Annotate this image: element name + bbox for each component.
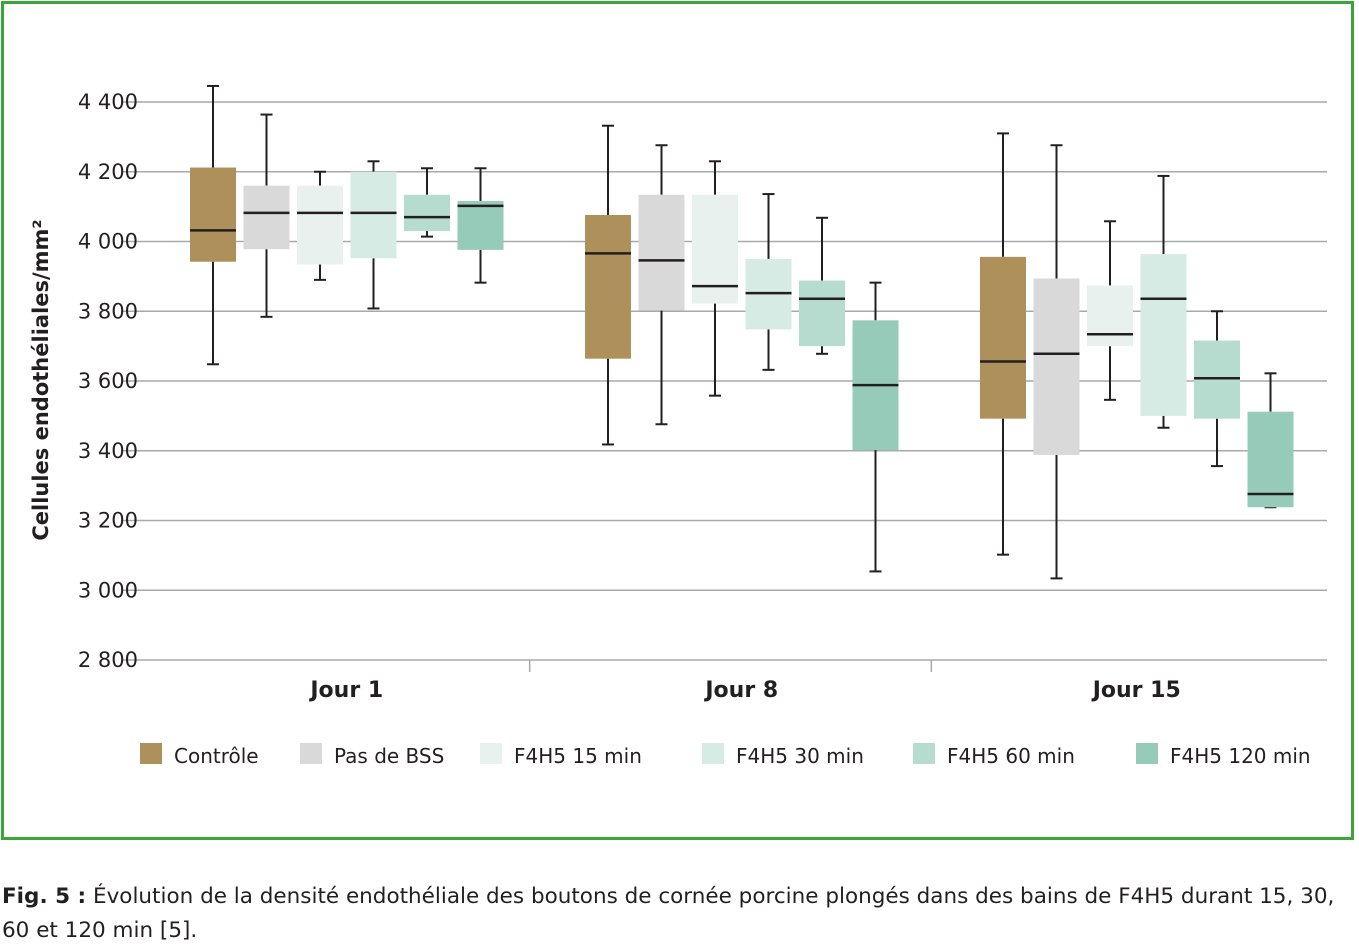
box-iqr bbox=[350, 171, 397, 259]
legend-label: F4H5 15 min bbox=[514, 744, 642, 768]
box-iqr bbox=[297, 185, 343, 265]
box-f4h5-120-min bbox=[1247, 372, 1294, 509]
legend-swatch bbox=[1136, 743, 1158, 764]
y-tick-label: 3 000 bbox=[78, 578, 138, 602]
box-f4h5-15-min bbox=[297, 170, 343, 281]
x-axis: Jour 1 Jour 8 Jour 15 bbox=[308, 660, 1181, 703]
box-f4h5-30-min bbox=[745, 193, 792, 371]
box-iqr bbox=[1194, 340, 1240, 419]
legend-label: F4H5 60 min bbox=[947, 744, 1075, 768]
legend-swatch bbox=[300, 743, 322, 764]
legend-label: Contrôle bbox=[174, 744, 259, 768]
legend-label: Pas de BSS bbox=[334, 744, 444, 768]
legend: Contrôle Pas de BSS F4H5 15 min F4H5 30 min… bbox=[140, 743, 1311, 768]
box-f4h5-60-min bbox=[404, 167, 450, 238]
box-f4h5-60-min bbox=[1194, 310, 1240, 468]
box-iqr bbox=[404, 194, 450, 232]
y-tick-label: 4 000 bbox=[78, 230, 138, 254]
box-iqr bbox=[1087, 285, 1133, 347]
y-tick-label: 3 600 bbox=[78, 369, 138, 393]
figure-frame bbox=[1, 1, 1354, 840]
box-f4h5-60-min bbox=[799, 216, 845, 355]
box-iqr bbox=[190, 167, 236, 262]
box-iqr bbox=[457, 201, 504, 250]
y-axis-ticks: 2 800 3 000 3 200 3 400 3 600 3 800 4 000 4 200… bbox=[78, 90, 138, 672]
box-pas-de-bss bbox=[638, 144, 685, 426]
box-iqr bbox=[1247, 411, 1294, 508]
box-f4h5-15-min bbox=[1087, 220, 1133, 401]
box-f4h5-120-min bbox=[852, 281, 899, 573]
legend-label: F4H5 30 min bbox=[736, 744, 864, 768]
box-iqr bbox=[1033, 278, 1080, 455]
box-contrôle bbox=[190, 84, 236, 366]
legend-swatch bbox=[913, 743, 935, 764]
box-iqr bbox=[243, 185, 290, 250]
box-f4h5-120-min bbox=[457, 167, 504, 284]
x-category-label: Jour 1 bbox=[308, 678, 383, 703]
box-contrôle bbox=[585, 124, 631, 446]
caption-label: Fig. 5 : bbox=[2, 884, 87, 909]
caption-text: Évolution de la densité endothéliale des… bbox=[2, 884, 1335, 943]
box-iqr bbox=[1140, 254, 1187, 416]
box-f4h5-30-min bbox=[1140, 174, 1187, 429]
y-axis-label: Cellules endothéliales/mm² bbox=[29, 219, 53, 540]
legend-label: F4H5 120 min bbox=[1170, 744, 1311, 768]
legend-swatch bbox=[480, 743, 502, 764]
box-iqr bbox=[585, 214, 631, 359]
y-tick-label: 3 400 bbox=[78, 439, 138, 463]
boxes bbox=[190, 84, 1294, 580]
box-f4h5-15-min bbox=[692, 160, 738, 397]
box-f4h5-30-min bbox=[350, 160, 397, 310]
box-pas-de-bss bbox=[243, 113, 290, 318]
legend-swatch bbox=[140, 743, 162, 764]
box-iqr bbox=[638, 194, 685, 311]
box-pas-de-bss bbox=[1033, 144, 1080, 580]
y-tick-label: 4 400 bbox=[78, 90, 138, 114]
legend-swatch bbox=[702, 743, 724, 764]
figure-caption: Fig. 5 : Évolution de la densité endothé… bbox=[2, 880, 1357, 948]
y-tick-label: 3 200 bbox=[78, 509, 138, 533]
x-category-label: Jour 8 bbox=[703, 678, 778, 703]
y-tick-label: 4 200 bbox=[78, 160, 138, 184]
x-category-label: Jour 15 bbox=[1091, 678, 1181, 703]
y-tick-label: 3 800 bbox=[78, 299, 138, 323]
box-contrôle bbox=[980, 132, 1026, 556]
box-iqr bbox=[980, 256, 1026, 419]
box-iqr bbox=[799, 280, 845, 347]
y-tick-label: 2 800 bbox=[78, 648, 138, 672]
